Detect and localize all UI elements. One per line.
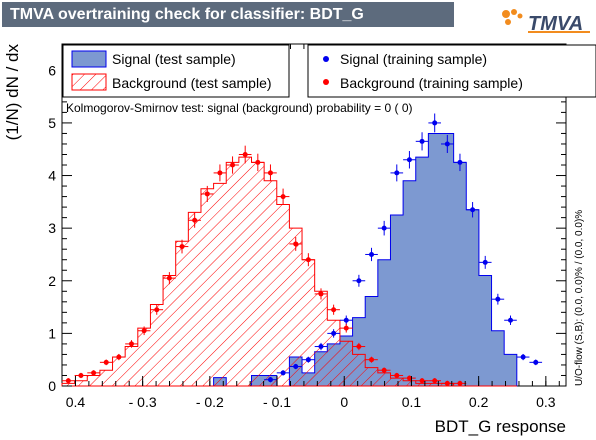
y-tick-label: 6 <box>48 62 56 78</box>
background-train-point <box>255 159 261 165</box>
background-train-point <box>267 170 273 176</box>
legend-background-test-label: Background (test sample) <box>112 75 272 91</box>
signal-train-point <box>343 317 349 323</box>
y-tick-label: 3 <box>48 220 56 236</box>
signal-train-point <box>482 259 488 265</box>
x-tick-label: 0.3 <box>536 394 556 410</box>
signal-train-point <box>331 330 337 336</box>
background-train-point <box>406 375 412 381</box>
signal-train-point <box>495 296 501 302</box>
x-tick-label: 0 <box>340 394 348 410</box>
background-train-point <box>141 328 147 334</box>
window-title: TMVA overtraining check for classifier: … <box>2 2 454 27</box>
background-train-point <box>394 372 400 378</box>
logo-dots-icon <box>502 9 523 25</box>
legend-background-test-swatch <box>71 73 107 91</box>
y-tick-label: 2 <box>48 273 56 289</box>
y-tick-label: 4 <box>48 168 56 184</box>
x-tick-label: 0.4 <box>66 394 86 410</box>
x-tick-label: 0.2 <box>469 394 489 410</box>
background-train-point <box>103 359 109 365</box>
signal-train-point <box>533 359 539 365</box>
y-tick-label: 5 <box>48 115 56 131</box>
background-train-point <box>432 378 438 384</box>
x-axis-title: BDT_G response <box>435 417 566 436</box>
background-train-point <box>293 241 299 247</box>
signal-train-point <box>419 138 425 144</box>
background-train-point <box>444 380 450 386</box>
y-tick-label: 0 <box>48 378 56 394</box>
background-train-point <box>217 170 223 176</box>
signal-train-point <box>267 377 273 383</box>
x-tick-label: 0.1 <box>402 394 422 410</box>
signal-train-point <box>507 317 513 323</box>
tmva-logo: TMVA <box>502 9 590 35</box>
background-train-point <box>356 344 362 350</box>
legend-box-right <box>307 44 596 98</box>
legend-signal-train-marker <box>323 56 329 62</box>
signal-train-point <box>305 357 311 363</box>
x-tick-label: - 0.2 <box>196 394 224 410</box>
x-tick-label: - 0.3 <box>129 394 157 410</box>
background-train-point <box>204 191 210 197</box>
background-train-point <box>457 380 463 386</box>
ks-test-text: Kolmogorov-Smirnov test: signal (backgro… <box>66 101 413 115</box>
signal-train-point <box>406 157 412 163</box>
background-train-point <box>369 357 375 363</box>
signal-train-point <box>318 344 324 350</box>
signal-train-point <box>356 278 362 284</box>
signal-train-point <box>381 225 387 231</box>
legend-signal-train-label: Signal (training sample) <box>340 51 487 67</box>
background-train-point <box>381 367 387 373</box>
background-train-point <box>280 194 286 200</box>
background-train-point <box>65 378 71 384</box>
x-tick-label: - 0.1 <box>263 394 291 410</box>
background-train-point <box>91 370 97 376</box>
background-train-point <box>179 244 185 250</box>
signal-train-point <box>280 370 286 376</box>
background-train-point <box>343 325 349 331</box>
legend-signal-test-swatch <box>71 50 107 68</box>
y-axis-title: (1/N) dN / dx <box>3 44 22 141</box>
signal-train-point <box>369 251 375 257</box>
background-train-point <box>305 257 311 263</box>
background-train-point <box>242 151 248 157</box>
background-train-point <box>78 372 84 378</box>
legend-background-train-marker <box>323 79 329 85</box>
overflow-text: U/O-flow (S,B): (0.0, 0.0)% / (0.0, 0.0)… <box>574 210 585 386</box>
background-train-point <box>116 354 122 360</box>
background-train-point <box>192 217 198 223</box>
signal-train-point <box>457 159 463 165</box>
background-train-point <box>128 341 134 347</box>
background-train-point <box>166 275 172 281</box>
logo-text: TMVA <box>528 13 583 35</box>
signal-train-point <box>520 354 526 360</box>
signal-train-point <box>470 207 476 213</box>
signal-train-point <box>432 120 438 126</box>
background-train-point <box>318 291 324 297</box>
legend-signal-test-label: Signal (test sample) <box>112 51 236 67</box>
signal-train-point <box>394 170 400 176</box>
background-train-point <box>419 378 425 384</box>
background-train-point <box>154 307 160 313</box>
background-train-point <box>230 162 236 168</box>
signal-train-point <box>444 141 450 147</box>
signal-train-point <box>293 364 299 370</box>
y-tick-label: 1 <box>48 325 56 341</box>
legend-background-train-label: Background (training sample) <box>340 75 523 91</box>
background-train-point <box>331 307 337 313</box>
